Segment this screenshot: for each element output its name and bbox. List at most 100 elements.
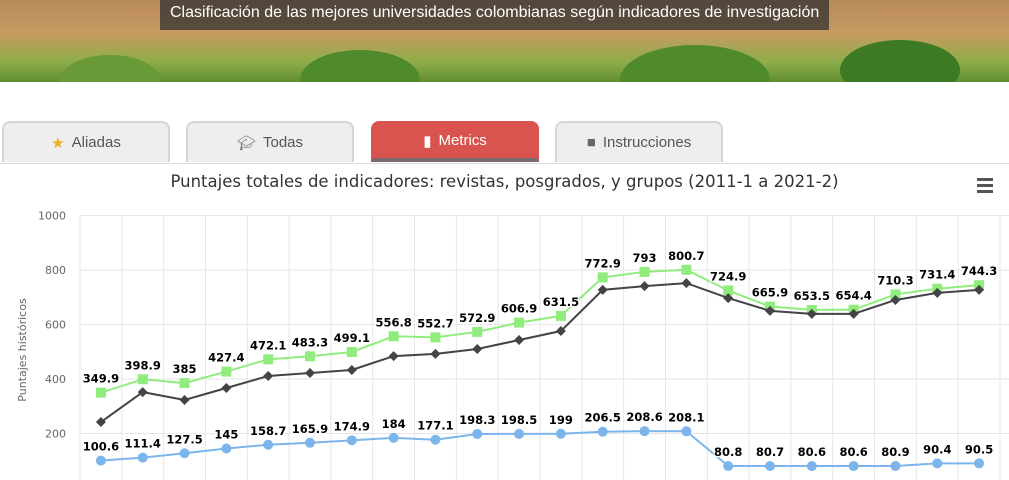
data-label: 174.9 xyxy=(334,419,370,433)
data-point xyxy=(555,310,566,321)
data-label: 744.3 xyxy=(961,264,997,278)
y-axis-label: Puntajes históricos xyxy=(16,298,29,402)
data-label: 80.6 xyxy=(839,445,867,459)
data-label: 800.7 xyxy=(668,249,704,263)
data-label: 572.9 xyxy=(459,311,495,325)
data-point xyxy=(95,417,106,428)
data-point xyxy=(221,382,232,393)
y-tick-label: 400 xyxy=(45,373,66,386)
data-label: 177.1 xyxy=(417,419,453,433)
data-label: 398.9 xyxy=(125,358,161,372)
data-point xyxy=(346,346,357,357)
data-point xyxy=(597,426,608,437)
data-point xyxy=(95,387,106,398)
page-title: Clasificación de las mejores universidad… xyxy=(160,0,830,30)
tab-label: Instrucciones xyxy=(602,134,692,151)
data-label: 111.4 xyxy=(125,437,161,451)
data-point xyxy=(388,331,399,342)
data-point xyxy=(430,332,441,343)
series-line xyxy=(100,282,980,423)
data-point xyxy=(346,435,357,446)
bar-chart-icon: ▮ xyxy=(423,132,432,150)
data-point xyxy=(723,460,734,471)
y-tick-label: 200 xyxy=(45,428,66,441)
tab-aliadas[interactable]: ★ Aliadas xyxy=(2,121,170,162)
data-label: 724.9 xyxy=(710,269,746,283)
data-point xyxy=(765,305,775,316)
data-label: 80.9 xyxy=(881,445,909,459)
series-line xyxy=(100,268,980,394)
data-label: 606.9 xyxy=(501,302,537,316)
data-point xyxy=(848,308,859,319)
data-point xyxy=(555,428,566,439)
data-point xyxy=(974,284,985,295)
header-banner: Clasificación de las mejores universidad… xyxy=(0,0,1009,82)
data-point xyxy=(597,284,608,295)
data-label: 199 xyxy=(549,413,573,427)
data-point xyxy=(890,289,901,300)
data-point xyxy=(346,365,357,376)
star-icon: ★ xyxy=(51,134,65,152)
data-point xyxy=(639,426,650,437)
data-label: 427.4 xyxy=(208,351,244,365)
data-label: 198.5 xyxy=(501,413,537,427)
data-point xyxy=(179,448,190,459)
data-point xyxy=(681,264,692,275)
data-point xyxy=(555,326,566,337)
data-label: 100.6 xyxy=(83,440,119,454)
tab-metrics[interactable]: ▮ Metrics xyxy=(371,121,539,162)
data-point xyxy=(263,371,274,382)
data-label: 90.4 xyxy=(923,442,951,456)
chart-menu-button[interactable] xyxy=(977,178,993,196)
data-point xyxy=(430,348,441,359)
data-label: 208.6 xyxy=(626,410,662,424)
data-point xyxy=(514,317,525,328)
data-point xyxy=(179,394,190,405)
tab-todas[interactable]: 🎓︎ Todas xyxy=(186,121,354,162)
data-point xyxy=(263,354,274,365)
data-label: 552.7 xyxy=(417,316,453,330)
data-label: 793 xyxy=(633,251,657,265)
graduation-cap-icon: 🎓︎ xyxy=(236,134,256,152)
y-tick-label: 1000 xyxy=(38,210,66,223)
data-point xyxy=(639,281,650,292)
data-point xyxy=(806,308,817,319)
tab-label: Aliadas xyxy=(71,134,121,151)
data-point xyxy=(388,432,399,443)
data-point xyxy=(430,434,441,445)
tab-bar: ★ Aliadas 🎓︎ Todas ▮ Metrics ■ Instrucciones xyxy=(0,121,1009,164)
data-label: 184 xyxy=(382,417,406,431)
data-label: 127.5 xyxy=(166,432,202,446)
data-point xyxy=(263,439,274,450)
data-point xyxy=(890,294,901,305)
data-point xyxy=(221,366,232,377)
data-label: 499.1 xyxy=(334,331,370,345)
data-label: 80.7 xyxy=(756,445,784,459)
y-tick-label: 800 xyxy=(45,264,66,277)
data-point xyxy=(388,351,399,362)
data-point xyxy=(179,378,190,389)
data-label: 772.9 xyxy=(585,256,621,270)
data-point xyxy=(932,287,943,298)
data-label: 653.5 xyxy=(794,289,830,303)
data-label: 198.3 xyxy=(459,413,495,427)
data-label: 90.5 xyxy=(965,442,993,456)
data-label: 710.3 xyxy=(877,273,913,287)
data-point xyxy=(137,374,148,385)
data-label: 665.9 xyxy=(752,286,788,300)
data-label: 472.1 xyxy=(250,338,286,352)
tab-instrucciones[interactable]: ■ Instrucciones xyxy=(555,121,723,162)
data-label: 80.6 xyxy=(798,445,826,459)
data-point xyxy=(95,455,106,466)
data-point xyxy=(305,368,315,379)
data-point xyxy=(137,387,148,398)
data-point xyxy=(932,458,943,469)
data-label: 556.8 xyxy=(375,315,411,329)
data-point xyxy=(597,272,608,283)
data-point xyxy=(848,461,859,472)
data-label: 654.4 xyxy=(835,289,871,303)
data-label: 385 xyxy=(173,362,197,376)
data-point xyxy=(890,460,901,471)
data-point xyxy=(514,335,525,346)
